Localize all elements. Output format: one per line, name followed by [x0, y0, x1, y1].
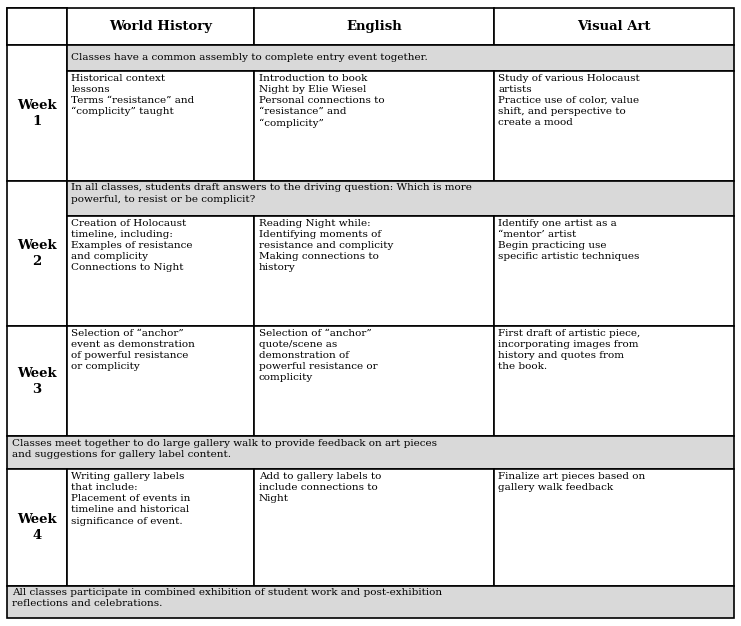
Bar — [7, 436, 734, 469]
Bar — [7, 326, 67, 436]
Text: Week
1: Week 1 — [17, 99, 57, 128]
Text: Introduction to book
Night by Elie Wiesel
Personal connections to
“resistance” a: Introduction to book Night by Elie Wiese… — [259, 74, 385, 128]
Text: Week
4: Week 4 — [17, 513, 57, 542]
Text: Week
3: Week 3 — [17, 367, 57, 396]
Bar — [7, 181, 67, 326]
Text: Identify one artist as a
“mentor’ artist
Begin practicing use
specific artistic : Identify one artist as a “mentor’ artist… — [499, 218, 639, 261]
Text: Reading Night while:
Identifying moments of
resistance and complicity
Making con: Reading Night while: Identifying moments… — [259, 218, 393, 272]
Text: Study of various Holocaust
artists
Practice use of color, value
shift, and persp: Study of various Holocaust artists Pract… — [499, 74, 640, 127]
Bar — [7, 469, 67, 586]
Text: Selection of “anchor”
event as demonstration
of powerful resistance
or complicit: Selection of “anchor” event as demonstra… — [71, 329, 196, 371]
Bar — [67, 469, 254, 586]
Bar — [254, 8, 494, 45]
Text: All classes participate in combined exhibition of student work and post-exhibiti: All classes participate in combined exhi… — [12, 588, 442, 608]
Bar — [494, 8, 734, 45]
Bar — [67, 215, 254, 326]
Bar — [67, 71, 254, 181]
Text: Finalize art pieces based on
gallery walk feedback: Finalize art pieces based on gallery wal… — [499, 472, 645, 492]
Text: First draft of artistic piece,
incorporating images from
history and quotes from: First draft of artistic piece, incorpora… — [499, 329, 641, 371]
Text: Add to gallery labels to
include connections to
Night: Add to gallery labels to include connect… — [259, 472, 381, 503]
Text: Selection of “anchor”
quote/scene as
demonstration of
powerful resistance or
com: Selection of “anchor” quote/scene as dem… — [259, 329, 377, 382]
Bar — [494, 215, 734, 326]
Text: World History: World History — [109, 20, 212, 33]
Text: Visual Art: Visual Art — [577, 20, 651, 33]
Bar — [67, 8, 254, 45]
Text: English: English — [346, 20, 402, 33]
Bar — [7, 8, 67, 45]
Bar — [494, 71, 734, 181]
Bar — [494, 469, 734, 586]
Text: Classes have a common assembly to complete entry event together.: Classes have a common assembly to comple… — [71, 53, 428, 63]
Bar — [254, 326, 494, 436]
Bar — [254, 469, 494, 586]
Bar — [494, 326, 734, 436]
Bar — [254, 215, 494, 326]
Bar — [67, 181, 734, 215]
Text: Historical context
lessons
Terms “resistance” and
“complicity” taught: Historical context lessons Terms “resist… — [71, 74, 195, 116]
Text: Creation of Holocaust
timeline, including:
Examples of resistance
and complicity: Creation of Holocaust timeline, includin… — [71, 218, 193, 272]
Bar — [7, 8, 67, 45]
Bar — [67, 45, 734, 71]
Bar — [7, 45, 67, 181]
Text: Classes meet together to do large gallery walk to provide feedback on art pieces: Classes meet together to do large galler… — [12, 439, 437, 459]
Text: In all classes, students draft answers to the driving question: Which is more
po: In all classes, students draft answers t… — [71, 183, 472, 203]
Bar — [7, 586, 734, 618]
Bar — [67, 326, 254, 436]
Text: Writing gallery labels
that include:
Placement of events in
timeline and histori: Writing gallery labels that include: Pla… — [71, 472, 190, 526]
Bar — [254, 71, 494, 181]
Text: Week
2: Week 2 — [17, 239, 57, 268]
